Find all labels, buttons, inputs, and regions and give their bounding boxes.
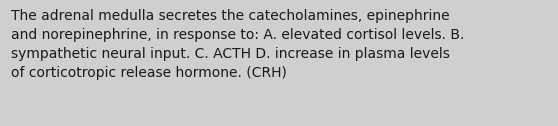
Text: The adrenal medulla secretes the catecholamines, epinephrine
and norepinephrine,: The adrenal medulla secretes the catecho… bbox=[11, 9, 464, 80]
